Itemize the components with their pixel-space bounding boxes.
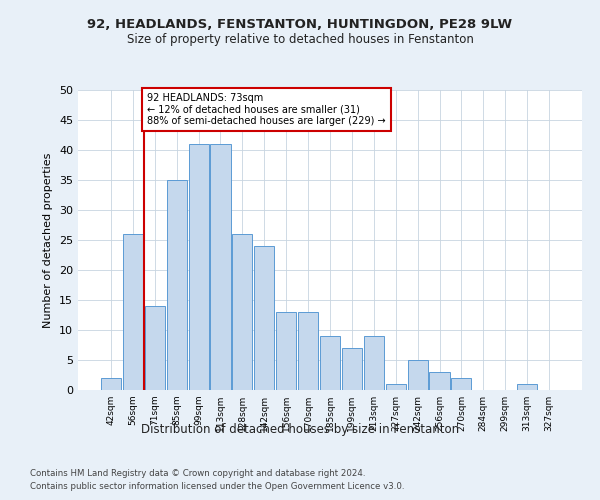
Text: 92 HEADLANDS: 73sqm
← 12% of detached houses are smaller (31)
88% of semi-detach: 92 HEADLANDS: 73sqm ← 12% of detached ho… — [147, 93, 386, 126]
Bar — [188, 144, 209, 390]
Bar — [451, 378, 472, 390]
Text: Distribution of detached houses by size in Fenstanton: Distribution of detached houses by size … — [141, 422, 459, 436]
Text: Contains public sector information licensed under the Open Government Licence v3: Contains public sector information licen… — [30, 482, 404, 491]
Bar — [167, 180, 187, 390]
Bar — [145, 306, 165, 390]
Text: Size of property relative to detached houses in Fenstanton: Size of property relative to detached ho… — [127, 32, 473, 46]
Bar — [211, 144, 230, 390]
Bar — [298, 312, 318, 390]
Bar — [342, 348, 362, 390]
Bar — [386, 384, 406, 390]
Bar — [517, 384, 537, 390]
Text: 92, HEADLANDS, FENSTANTON, HUNTINGDON, PE28 9LW: 92, HEADLANDS, FENSTANTON, HUNTINGDON, P… — [88, 18, 512, 30]
Bar — [254, 246, 274, 390]
Bar — [407, 360, 428, 390]
Bar — [276, 312, 296, 390]
Bar — [232, 234, 253, 390]
Y-axis label: Number of detached properties: Number of detached properties — [43, 152, 53, 328]
Bar — [430, 372, 449, 390]
Bar — [123, 234, 143, 390]
Bar — [320, 336, 340, 390]
Text: Contains HM Land Registry data © Crown copyright and database right 2024.: Contains HM Land Registry data © Crown c… — [30, 468, 365, 477]
Bar — [364, 336, 384, 390]
Bar — [101, 378, 121, 390]
